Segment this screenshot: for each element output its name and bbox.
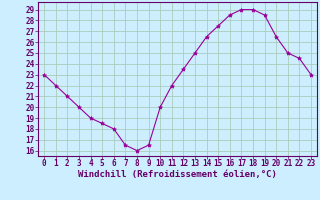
X-axis label: Windchill (Refroidissement éolien,°C): Windchill (Refroidissement éolien,°C) <box>78 170 277 179</box>
